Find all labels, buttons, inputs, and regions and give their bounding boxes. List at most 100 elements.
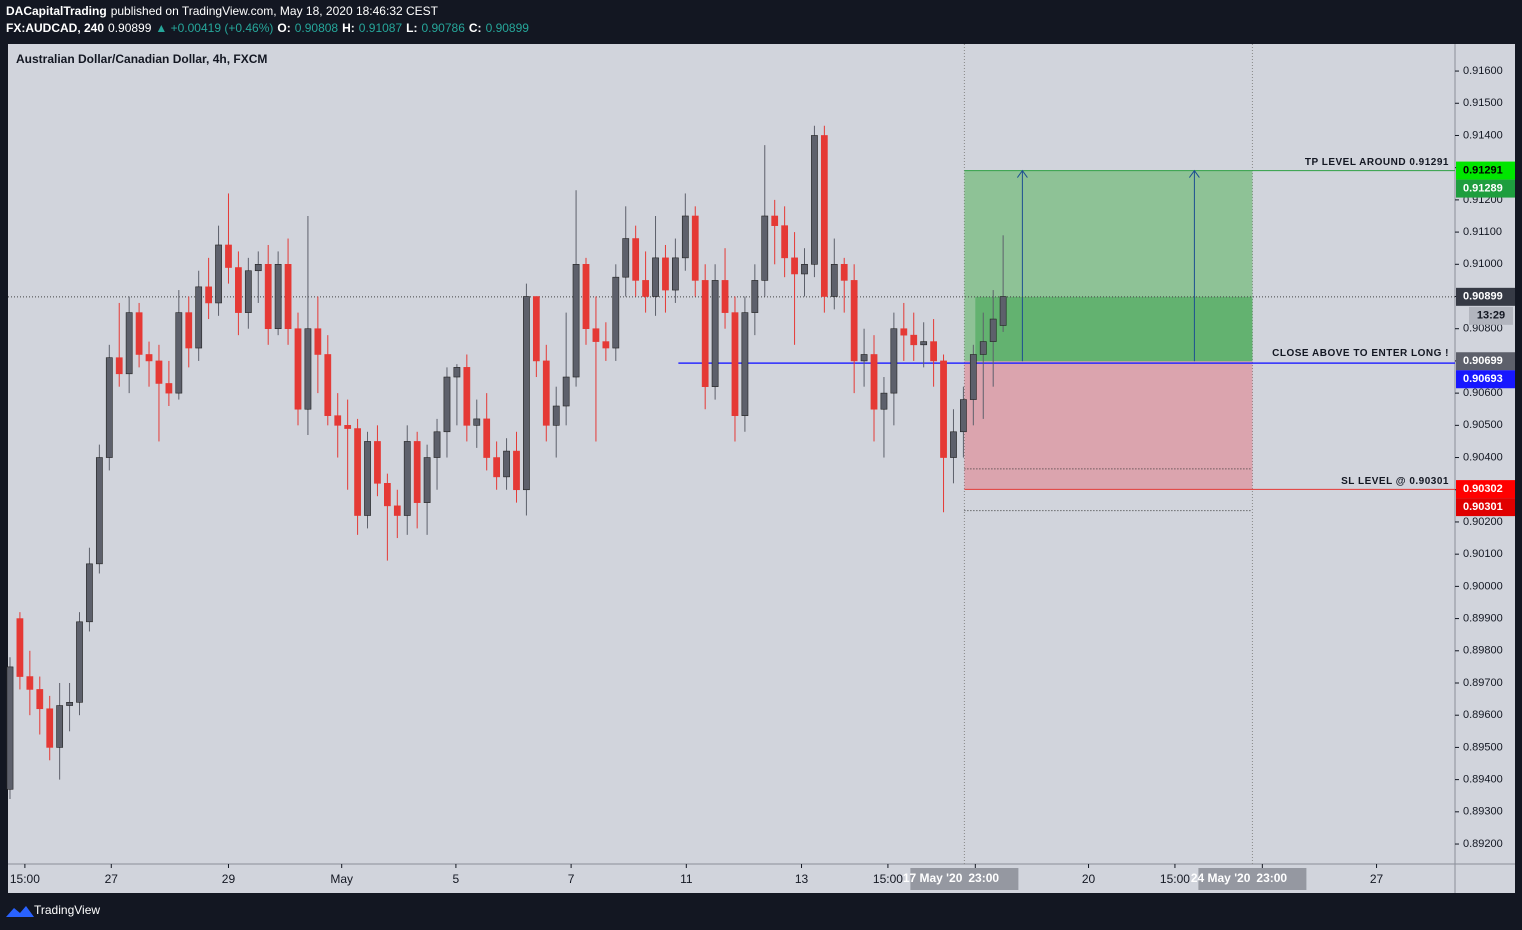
header-text: C: [469,21,482,35]
header-text: 0.90808 [295,21,339,35]
candle-body [165,383,173,394]
range-date: 17 May '20 [903,871,963,885]
y-tick-label: 0.89600 [1463,709,1503,721]
candle-body [801,263,808,275]
y-tick-label: 0.89400 [1463,774,1503,786]
price-label: 0.90302 [1463,483,1503,495]
candle-body [314,328,322,355]
x-tick-label: 15:00 [1160,872,1190,886]
candle-body [503,450,510,478]
candle-body [274,263,282,330]
annotation: SL LEVEL @ 0.90301 [1341,476,1449,487]
candle-body [582,263,590,330]
candle-body [284,263,292,330]
candle-body [940,360,947,458]
candle-body [235,267,242,313]
candle-body [672,257,679,291]
candle-body [115,357,123,375]
candle-body [701,280,709,387]
header-text: H: [342,21,355,35]
price-label: 0.90699 [1463,355,1503,367]
candle-body [950,431,957,458]
candle-body [910,334,918,346]
candle-body [602,341,610,349]
candle-body [542,360,550,426]
candle-body [850,280,858,362]
target-zone [964,170,1253,362]
candle-body [860,354,868,362]
candle-body [354,428,361,516]
candle-body [741,312,749,416]
candle-body [523,296,530,491]
candle-body [691,215,699,281]
price-label-bg [1456,287,1515,306]
price-label-bg [1456,498,1515,517]
candle-body [453,367,461,378]
candle-body [652,257,659,297]
candle-body [989,318,997,342]
candle-body [552,405,560,426]
candle-body [493,457,501,478]
price-label: 0.90899 [1463,291,1503,303]
range-label-bg [910,868,1019,890]
candle-body [403,441,411,516]
candle-body [890,328,898,394]
candle-body [681,215,689,259]
y-tick-label: 0.91600 [1463,65,1503,77]
candle-body [205,286,212,304]
y-tick-label: 0.90600 [1463,387,1503,399]
x-tick-label: 27 [1370,872,1384,886]
candle-body [969,354,977,400]
candle-body [662,257,669,291]
annotation: TP LEVEL AROUND 0.91291 [1305,157,1449,168]
price-label-bg [1456,352,1515,371]
header-text: 0.90899 [108,21,152,35]
x-tick-label: 20 [1082,872,1096,886]
y-tick-label: 0.90100 [1463,548,1503,560]
countdown: 13:29 [1477,310,1505,322]
candle-body [900,328,908,336]
candle-body [383,483,391,507]
candle-body [572,263,580,378]
candle-body [264,263,272,330]
candle-body [423,457,431,503]
candle-body [254,263,262,272]
candle-body [979,341,987,355]
candle-body [36,689,44,710]
candle-body [393,505,401,516]
candle-body [761,215,769,281]
candle-body [433,431,441,458]
candle-body [562,376,570,407]
candle-body [532,296,540,362]
candle-body [592,328,600,342]
x-tick-label: May [330,872,353,886]
candle-body [830,263,838,297]
arrow [1016,169,1028,362]
candle-body [791,257,798,275]
header-text: 0.91087 [359,21,403,35]
header-line-2: FX:AUDCAD, 240 0.90899 ▲ +0.00419 (+0.46%)… [6,21,529,35]
range-label: 17 May '20 23:00 [903,868,1019,890]
author: DACapitalTrading [6,4,107,18]
stop-zone [964,361,1253,490]
header-text: O: [277,21,290,35]
candle-body [731,312,739,416]
candle-body [711,280,719,387]
candle-body [344,425,352,429]
y-tick-label: 0.91000 [1463,258,1503,270]
candle-body [612,276,620,349]
candle-body [960,399,967,433]
header-text: published on TradingView.com, May 18, 20… [111,4,439,18]
candle-body [105,357,113,458]
x-tick-label: 11 [680,872,693,886]
candle-body [870,354,878,410]
candle-body [244,270,252,313]
candle-body [781,225,789,259]
y-tick-label: 0.90000 [1463,580,1503,592]
plot-bg [8,44,1515,893]
range-time: 23:00 [1256,871,1287,885]
candle-body [304,328,312,410]
candle-body [175,312,183,394]
x-tick-label: 15:00 [873,872,903,886]
